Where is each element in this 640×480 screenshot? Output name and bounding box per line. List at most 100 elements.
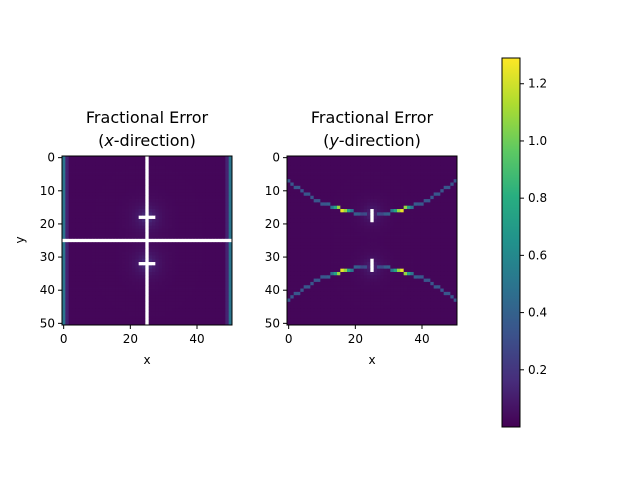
heatmap-cell [330, 252, 335, 256]
heatmap-cell [152, 212, 156, 217]
heatmap-cell [417, 291, 421, 296]
heatmap-cell [88, 235, 93, 240]
heatmap-cell [182, 172, 186, 177]
heatmap-cell [158, 291, 163, 296]
heatmap-cell [397, 278, 401, 283]
heatmap-cell [105, 238, 110, 243]
heatmap-cell [178, 162, 183, 167]
heatmap-cell [218, 305, 223, 309]
heatmap-cell [407, 238, 411, 243]
heatmap-cell [370, 238, 375, 243]
heatmap-cell [162, 212, 166, 217]
heatmap-cell [102, 262, 106, 266]
heatmap-cell [125, 305, 130, 309]
heatmap-cell [95, 209, 100, 213]
heatmap-cell [105, 156, 110, 160]
heatmap-cell [215, 199, 220, 203]
heatmap-cell [393, 248, 398, 253]
heatmap-cell [108, 159, 113, 164]
heatmap-cell [370, 179, 375, 183]
heatmap-cell [390, 212, 395, 217]
heatmap-cell [293, 195, 298, 200]
heatmap-cell [303, 202, 308, 207]
heatmap-cell [427, 291, 431, 296]
heatmap-cell [450, 169, 455, 173]
heatmap-cell [437, 295, 441, 299]
heatmap-cell [78, 218, 83, 223]
heatmap-cell [443, 245, 448, 250]
heatmap-cell [323, 245, 328, 250]
heatmap-cell [337, 202, 341, 207]
heatmap-cell [427, 275, 431, 279]
heatmap-cell [377, 185, 381, 190]
heatmap-cell [62, 182, 66, 187]
heatmap-cell [400, 242, 405, 246]
heatmap-cell [225, 179, 230, 183]
heatmap-cell [138, 159, 143, 164]
heatmap-cell [287, 255, 291, 260]
heatmap-cell [327, 189, 331, 193]
heatmap-cell [185, 179, 190, 183]
heatmap-cell [407, 192, 411, 197]
heatmap-cell [340, 189, 345, 193]
heatmap-cell [427, 169, 431, 173]
heatmap-cell [403, 192, 408, 197]
heatmap-cell [82, 162, 86, 167]
heatmap-cell [195, 218, 200, 223]
heatmap-cell [380, 159, 385, 164]
heatmap-cell [65, 222, 70, 226]
heatmap-cell [347, 212, 351, 217]
heatmap-cell [178, 248, 183, 253]
heatmap-cell [407, 262, 411, 266]
heatmap-cell [410, 225, 415, 230]
heatmap-cell [202, 242, 206, 246]
heatmap-cell [443, 172, 448, 177]
heatmap-cell [340, 232, 345, 236]
heatmap-cell [122, 199, 126, 203]
heatmap-cell [370, 298, 375, 303]
heatmap-cell [410, 212, 415, 217]
heatmap-cell [98, 262, 103, 266]
heatmap-cell [437, 252, 441, 256]
heatmap-cell [208, 271, 213, 276]
heatmap-cell [125, 285, 130, 289]
heatmap-cell [363, 215, 368, 220]
heatmap-cell [122, 195, 126, 200]
heatmap-cell [340, 262, 345, 266]
heatmap-cell [102, 162, 106, 167]
heatmap-cell [178, 255, 183, 260]
heatmap-cell [400, 255, 405, 260]
heatmap-cell [293, 258, 298, 263]
heatmap-cell [208, 265, 213, 270]
heatmap-cell [423, 252, 428, 256]
heatmap-cell [347, 225, 351, 230]
heatmap-cell [175, 252, 180, 256]
heatmap-cell [185, 318, 190, 323]
heatmap-cell [228, 179, 233, 183]
heatmap-cell [420, 225, 425, 230]
heatmap-cell [82, 301, 86, 306]
heatmap-cell [400, 162, 405, 167]
heatmap-cell [317, 182, 321, 187]
heatmap-cell [427, 218, 431, 223]
heatmap-cell [330, 275, 335, 279]
heatmap-cell [112, 215, 116, 220]
heatmap-cell [92, 255, 96, 260]
heatmap-cell [82, 278, 86, 283]
heatmap-cell [293, 156, 298, 160]
heatmap-cell [447, 192, 451, 197]
heatmap-cell [287, 162, 291, 167]
heatmap-cell [367, 218, 371, 223]
heatmap-cell [158, 285, 163, 289]
heatmap-cell [430, 298, 435, 303]
heatmap-cell [162, 275, 166, 279]
heatmap-cell [115, 315, 120, 319]
heatmap-cell [443, 238, 448, 243]
heatmap-cell [397, 215, 401, 220]
heatmap-cell [95, 298, 100, 303]
heatmap-cell [62, 311, 66, 316]
heatmap-cell [373, 218, 378, 223]
heatmap-cell [420, 262, 425, 266]
heatmap-cell [108, 218, 113, 223]
heatmap-cell [377, 265, 381, 270]
